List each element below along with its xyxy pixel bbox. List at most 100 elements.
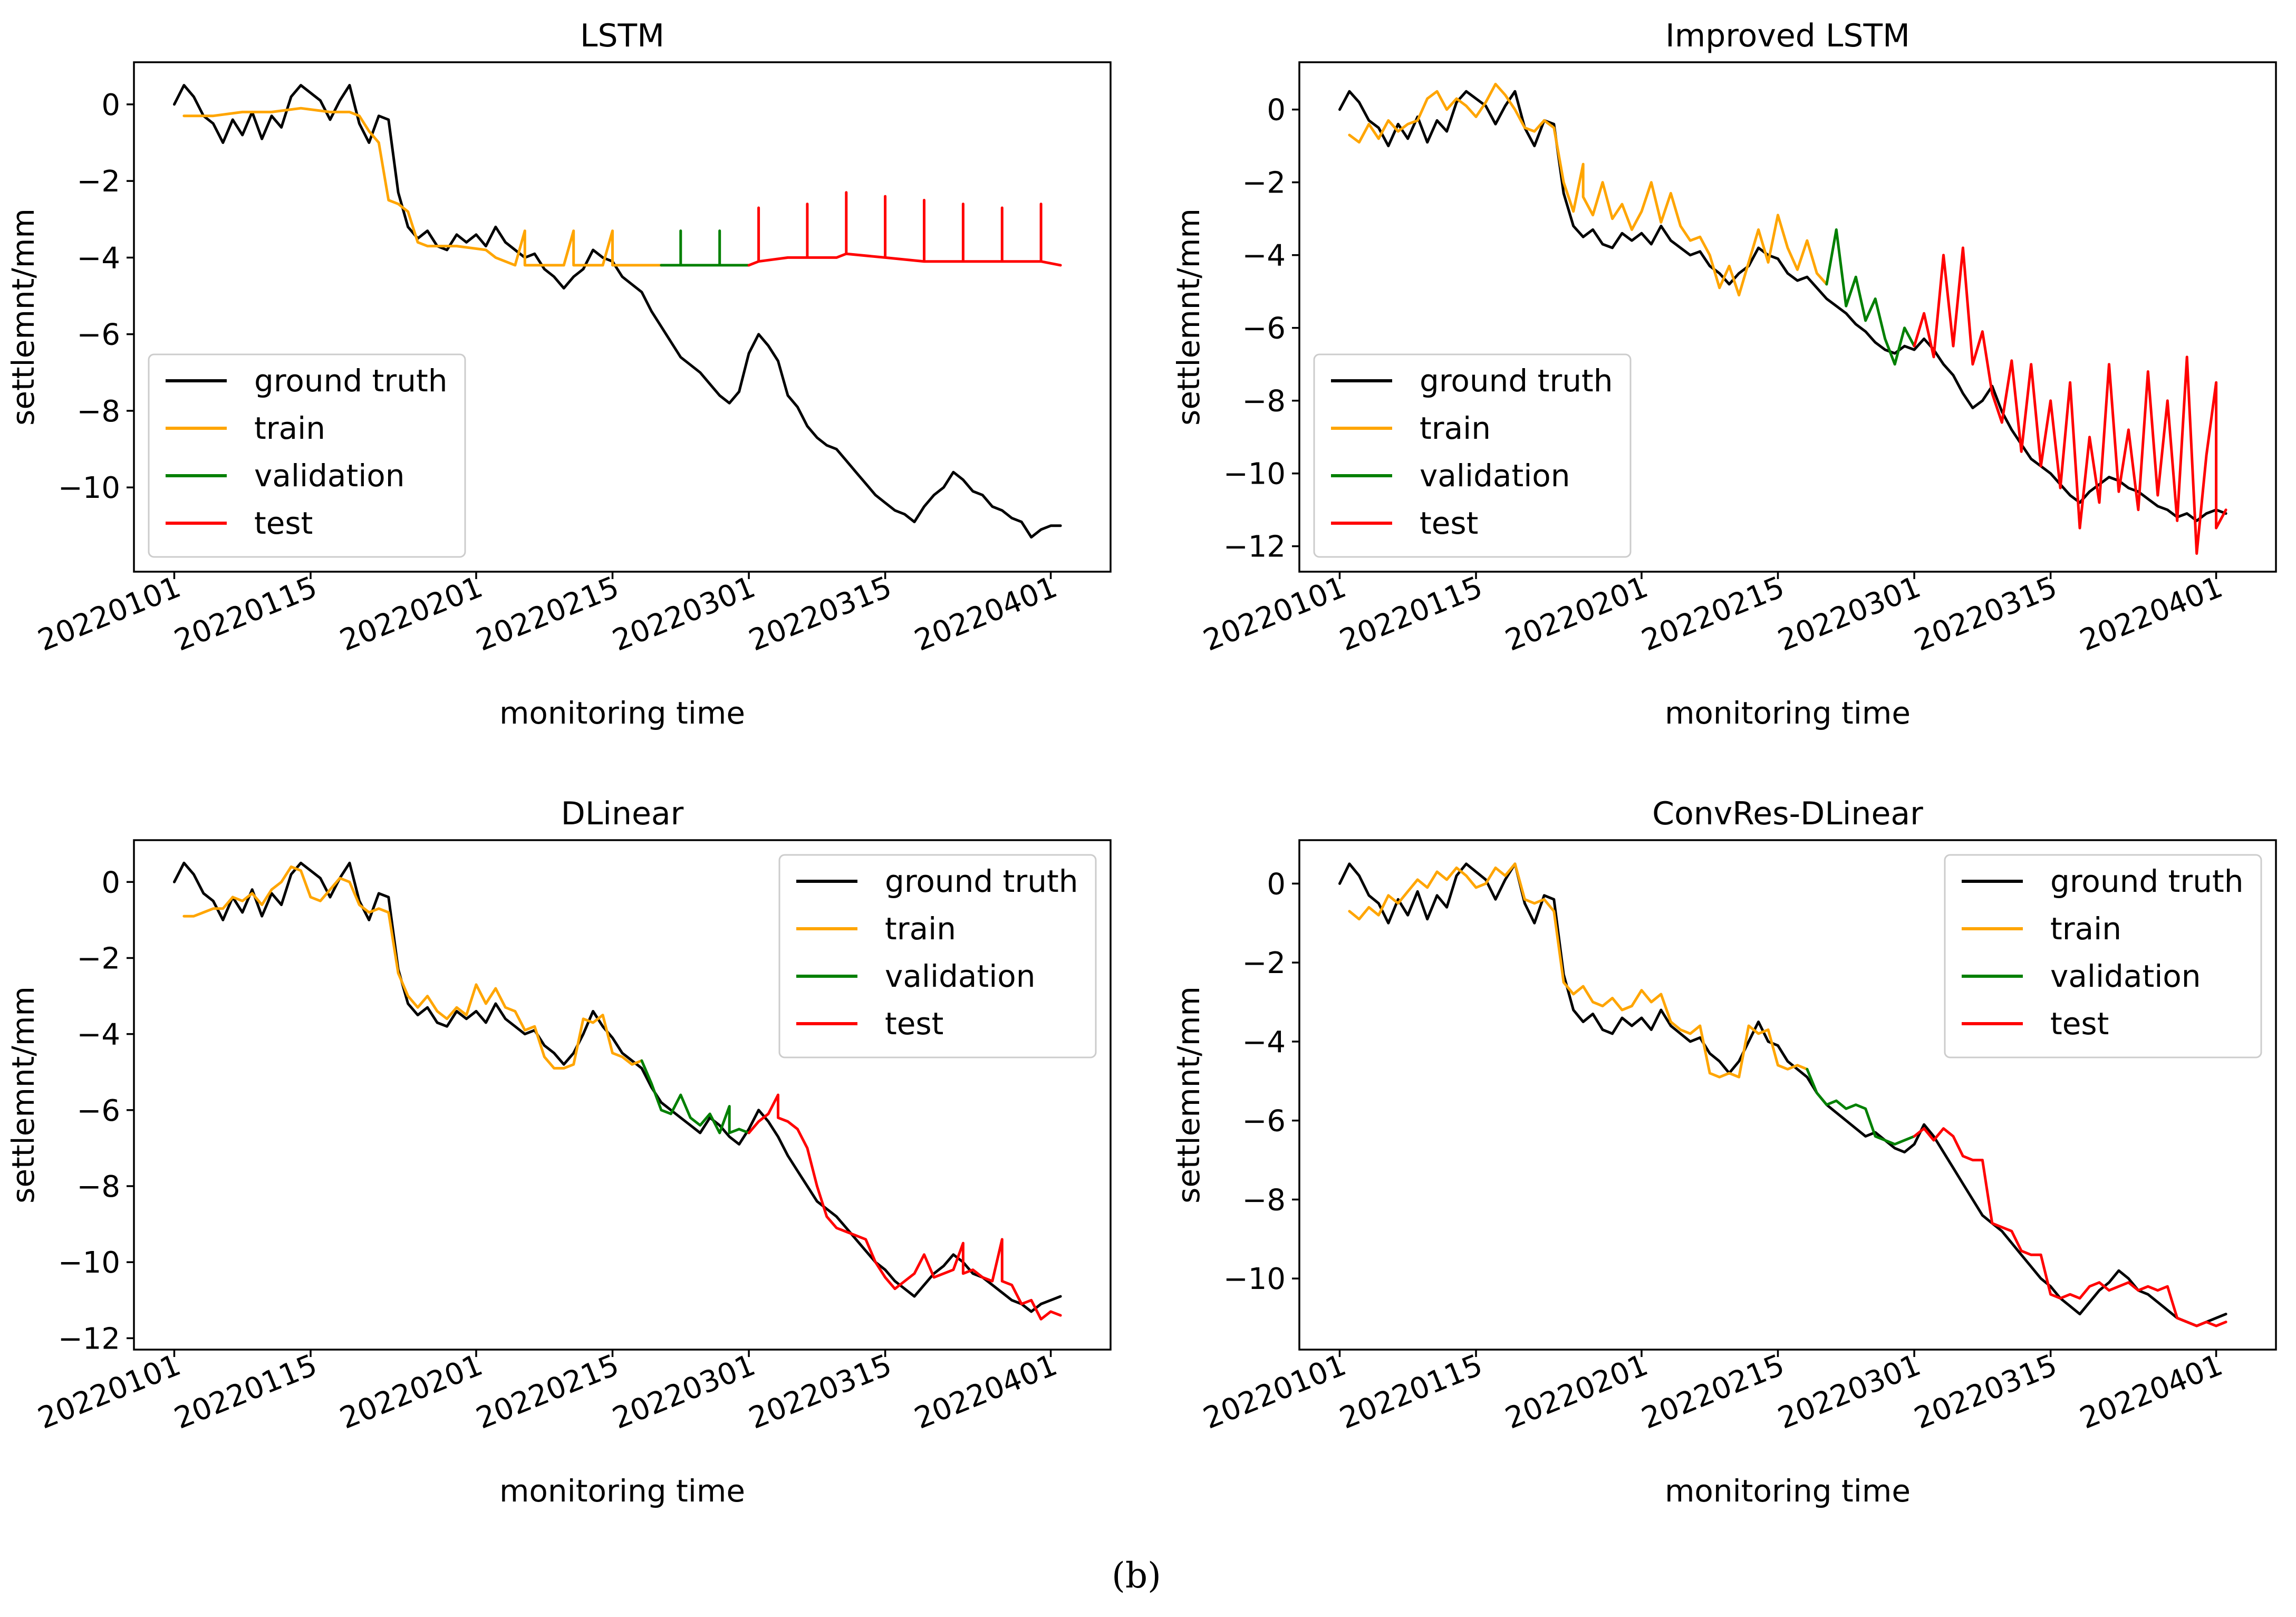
y-tick-label: −8 <box>76 394 120 429</box>
x-tick-label: 20220201 <box>335 570 488 658</box>
x-tick-label: 20220215 <box>471 1348 624 1436</box>
legend-label-test: test <box>254 505 313 541</box>
y-tick-label: −4 <box>1242 1025 1286 1060</box>
series-line-train <box>1348 82 1828 297</box>
x-tick-label: 20220201 <box>335 1348 488 1436</box>
legend-label-validation: validation <box>2050 958 2201 994</box>
x-axis-label: monitoring time <box>1665 1473 1911 1509</box>
legend-box <box>1313 353 1632 558</box>
series-line-ground-truth <box>173 84 1062 539</box>
legend-box <box>778 854 1097 1058</box>
y-tick-label: 0 <box>101 865 120 900</box>
legend-label-train: train <box>1420 410 1491 446</box>
y-tick-label: −10 <box>58 1246 120 1280</box>
legend-label-ground-truth: ground truth <box>885 863 1078 899</box>
legend-label-train: train <box>885 911 956 947</box>
legend-label-test: test <box>1420 505 1478 541</box>
legend-label-validation: validation <box>885 958 1036 994</box>
y-tick-label: −6 <box>1242 312 1286 346</box>
series-line-validation <box>640 1059 750 1134</box>
y-tick-label: −12 <box>58 1322 120 1356</box>
y-tick-label: −2 <box>1242 166 1286 200</box>
x-tick-label: 20220101 <box>33 1348 186 1436</box>
legend-label-train: train <box>2050 911 2121 947</box>
x-tick-label: 20220101 <box>1199 1348 1351 1436</box>
chart-title: LSTM <box>580 17 664 54</box>
legend: ground truth train validation test <box>1313 353 1632 558</box>
x-tick-label: 20220201 <box>1501 570 1653 658</box>
series-line-validation <box>1806 1067 1916 1146</box>
y-tick-label: −8 <box>1242 1183 1286 1217</box>
series-line-validation <box>660 229 750 267</box>
series-line-test <box>747 1093 1062 1321</box>
x-tick-label: 20220215 <box>1637 1348 1789 1436</box>
x-tick-label: 20220315 <box>1909 570 2062 658</box>
x-tick-label: 20220315 <box>744 570 896 658</box>
legend-label-train: train <box>254 410 325 446</box>
legend-label-test: test <box>2050 1006 2109 1042</box>
x-tick-label: 20220401 <box>2075 570 2227 658</box>
x-tick-label: 20220115 <box>170 570 322 658</box>
x-tick-label: 20220401 <box>2075 1348 2227 1436</box>
x-tick-label: 20220215 <box>471 570 624 658</box>
chart-title: DLinear <box>561 795 684 832</box>
y-tick-label: −4 <box>76 1018 120 1052</box>
x-tick-label: 20220115 <box>1335 570 1488 658</box>
y-tick-label: −10 <box>58 471 120 505</box>
x-tick-label: 20220315 <box>744 1348 896 1436</box>
y-tick-label: 0 <box>1267 867 1286 901</box>
x-axis-label: monitoring time <box>499 695 745 731</box>
y-tick-label: −6 <box>76 1094 120 1128</box>
y-tick-label: −2 <box>76 165 120 199</box>
y-tick-label: −10 <box>1223 1262 1286 1296</box>
legend: ground truth train validation test <box>148 353 466 558</box>
plot-frame <box>133 839 1112 1351</box>
y-tick-label: −8 <box>76 1170 120 1204</box>
series-line-train <box>182 865 643 1070</box>
plot-frame <box>1298 61 2277 573</box>
x-axis-label: monitoring time <box>499 1473 745 1509</box>
plot-frame <box>1298 839 2277 1351</box>
y-tick-label: −2 <box>76 941 120 976</box>
y-tick-label: −12 <box>1223 530 1286 564</box>
legend-label-validation: validation <box>1420 458 1570 494</box>
y-tick-label: −4 <box>1242 239 1286 273</box>
x-tick-label: 20220101 <box>33 570 186 658</box>
x-tick-label: 20220401 <box>910 1348 1062 1436</box>
legend-label-ground-truth: ground truth <box>2050 863 2244 899</box>
x-tick-label: 20220315 <box>1909 1348 2062 1436</box>
y-tick-label: 0 <box>1267 93 1286 128</box>
figure-caption: (b) <box>1112 1555 1161 1596</box>
x-tick-label: 20220115 <box>170 1348 322 1436</box>
y-tick-label: −4 <box>76 241 120 275</box>
series-line-train <box>1348 862 1809 1079</box>
legend: ground truth train validation test <box>1944 854 2262 1058</box>
series-line-ground-truth <box>173 861 1062 1313</box>
y-axis-label: settlemnt/mm <box>1171 986 1207 1204</box>
y-tick-label: −8 <box>1242 384 1286 419</box>
x-tick-label: 20220301 <box>1773 1348 1926 1436</box>
legend-box <box>148 353 466 558</box>
chart-title: ConvRes-DLinear <box>1652 795 1923 832</box>
legend-label-test: test <box>885 1006 943 1042</box>
x-tick-label: 20220301 <box>1773 570 1926 658</box>
legend-box <box>1944 854 2262 1058</box>
y-tick-label: 0 <box>101 88 120 122</box>
x-tick-label: 20220401 <box>910 570 1062 658</box>
legend-label-validation: validation <box>254 458 405 494</box>
series-line-validation <box>1825 228 1916 366</box>
legend: ground truth train validation test <box>778 854 1097 1058</box>
series-line-test <box>747 191 1062 267</box>
series-line-train <box>182 107 663 267</box>
x-tick-label: 20220215 <box>1637 570 1789 658</box>
y-tick-label: −10 <box>1223 457 1286 492</box>
x-tick-label: 20220115 <box>1335 1348 1488 1436</box>
x-axis-label: monitoring time <box>1665 695 1911 731</box>
x-tick-label: 20220301 <box>608 1348 760 1436</box>
y-axis-label: settlemnt/mm <box>1171 208 1207 426</box>
legend-label-ground-truth: ground truth <box>1420 363 1613 399</box>
y-axis-label: settlemnt/mm <box>5 986 41 1204</box>
